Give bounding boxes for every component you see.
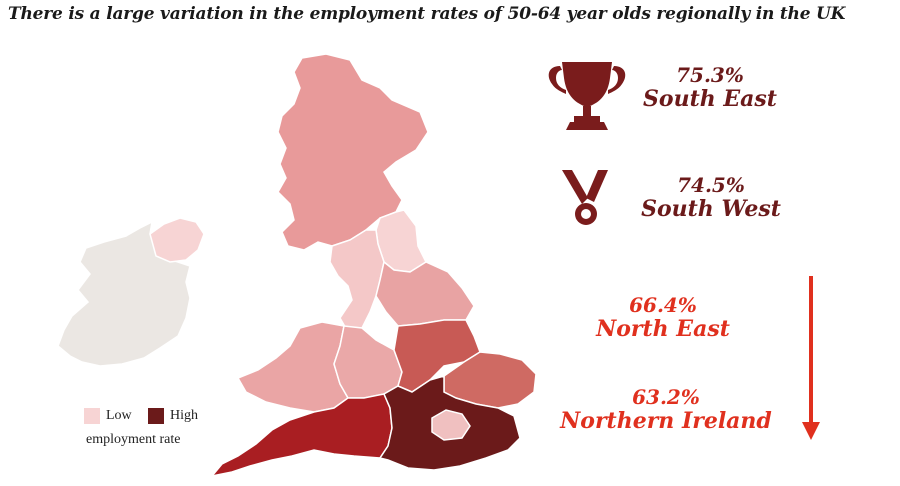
highlight-value: 63.2% [632, 385, 700, 409]
highlight-south-west: 74.5% South West [636, 174, 786, 222]
highlight-region: South East [643, 86, 777, 112]
highlight-value: 66.4% [629, 293, 697, 317]
region-west-midlands [333, 325, 403, 399]
legend-high-label: High [170, 408, 198, 423]
page-title: There is a large variation in the employ… [8, 4, 846, 24]
region-yorkshire [375, 260, 475, 327]
legend-low-label: Low [106, 408, 132, 423]
region-ireland [57, 220, 191, 367]
highlight-value: 74.5% [677, 173, 745, 197]
region-london [431, 409, 471, 441]
legend-high-swatch [148, 408, 164, 424]
trophy-icon [548, 62, 626, 130]
region-wales [236, 321, 349, 413]
highlight-northern-ireland: 63.2% Northern Ireland [556, 386, 776, 434]
region-northern-ireland [149, 217, 205, 263]
highlight-region: Northern Ireland [560, 408, 772, 434]
region-north-west [329, 229, 385, 333]
legend-low-swatch [84, 408, 100, 424]
highlight-value: 75.3% [676, 63, 744, 87]
highlight-region: South West [641, 196, 781, 222]
highlight-south-east: 75.3% South East [640, 64, 780, 112]
legend-caption: employment rate [86, 432, 181, 447]
medal-icon [562, 170, 608, 225]
down-arrow-icon [802, 276, 820, 440]
highlight-north-east: 66.4% North East [588, 294, 738, 342]
highlight-region: North East [596, 316, 730, 342]
region-east-midlands [393, 319, 481, 393]
